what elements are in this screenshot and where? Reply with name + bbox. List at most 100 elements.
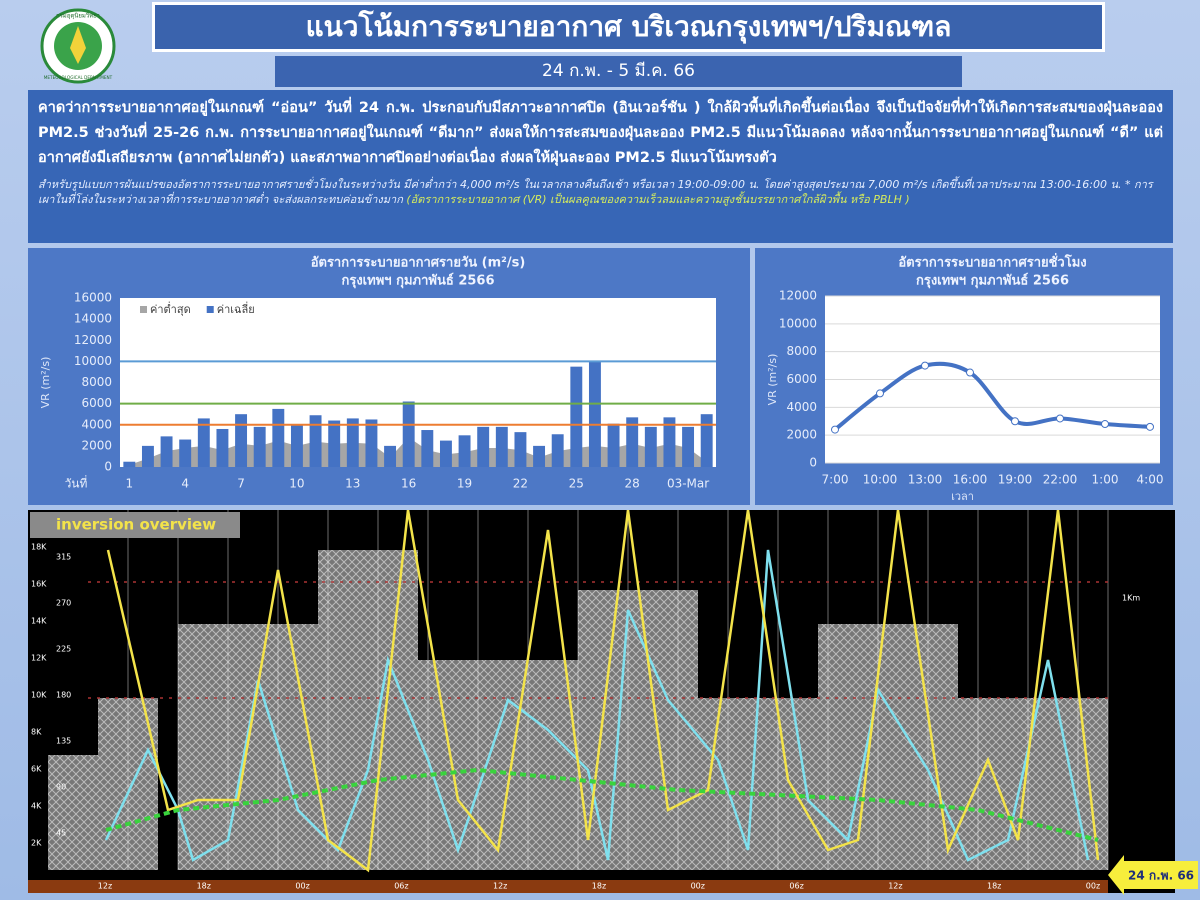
y-tick-label: 6000	[786, 372, 817, 386]
height-label: 8K	[31, 728, 42, 737]
y-tick-label: 8000	[786, 344, 817, 358]
x-tick-label: 16:00	[953, 473, 988, 487]
time-label: 00z	[295, 882, 309, 891]
x-tick-label: 1	[125, 477, 133, 491]
time-strip	[28, 880, 1108, 893]
legend-label: ค่าต่ำสุด	[150, 301, 191, 316]
description-note: สำหรับรูปแบบการผันแปรของอัตราการระบายอาก…	[38, 177, 1163, 207]
point	[966, 368, 974, 377]
bar	[216, 428, 229, 467]
level-label: 1Km	[1122, 594, 1140, 603]
bar	[365, 419, 378, 467]
x-tick-label: 28	[625, 477, 640, 491]
x-axis-label: วันที่	[65, 475, 88, 491]
x-tick-label: 10	[289, 477, 304, 491]
bar	[551, 434, 564, 467]
height-label: 10K	[31, 691, 47, 700]
bar	[439, 440, 452, 467]
bar	[663, 417, 676, 467]
x-tick-label: 7:00	[822, 473, 849, 487]
inversion-label: inversion overview	[56, 516, 216, 534]
bar	[458, 435, 471, 467]
x-tick-label: 22:00	[1043, 473, 1078, 487]
bar	[588, 361, 601, 467]
bar	[272, 408, 285, 467]
bar	[607, 423, 620, 467]
bar	[644, 426, 657, 467]
y-axis-label: VR (m²/s)	[39, 357, 52, 409]
time-label: 06z	[789, 882, 803, 891]
bar	[328, 420, 341, 467]
y-tick-label: 2000	[786, 428, 817, 442]
decor-line	[105, 767, 1099, 842]
angle-label: 225	[56, 645, 71, 654]
time-label: 12z	[888, 882, 902, 891]
chart-subtitle: กรุงเทพฯ กุมภาพันธ์ 2566	[341, 273, 494, 289]
legend-swatch	[140, 306, 147, 313]
x-tick-label: 03-Mar	[667, 477, 709, 491]
y-tick-label: 16000	[74, 291, 112, 305]
y-tick-label: 2000	[81, 438, 112, 452]
bar	[179, 439, 192, 467]
bar	[533, 445, 546, 467]
point	[1101, 420, 1109, 429]
bar	[160, 436, 173, 467]
time-label: 12z	[493, 882, 507, 891]
y-tick-label: 4000	[786, 400, 817, 414]
y-tick-label: 10000	[74, 354, 112, 368]
decor-line	[106, 510, 1100, 873]
line	[833, 361, 1151, 432]
bar	[495, 426, 508, 467]
angle-label: 270	[56, 599, 71, 608]
bar	[384, 445, 397, 467]
height-label: 12K	[31, 654, 47, 663]
bar	[290, 424, 303, 467]
angle-label: 135	[56, 737, 71, 746]
x-tick-label: 1:00	[1092, 473, 1119, 487]
note-text: สำหรับรูปแบบการผันแปรของอัตราการระบายอาก…	[38, 178, 1153, 206]
y-axis-label: VR (m²/s)	[766, 354, 779, 406]
chart-title: อัตราการระบายอากาศรายชั่วโมง	[898, 253, 1086, 271]
bar	[235, 414, 248, 467]
inversion-panel: inversion overview 1Km 18K 16K 14K 12K 10K 8K…	[28, 510, 1175, 893]
logo-thai: กรมอุตุนิยมวิทยา	[56, 13, 100, 20]
angle-label: 45	[56, 829, 66, 838]
y-tick-label: 12000	[74, 333, 112, 347]
x-tick-label: 19:00	[998, 473, 1033, 487]
chart-subtitle: กรุงเทพฯ กุมภาพันธ์ 2566	[916, 273, 1069, 289]
y-tick-label: 6000	[81, 396, 112, 410]
x-tick-label: 13:00	[908, 473, 943, 487]
bar	[402, 401, 415, 467]
x-tick-label: 4	[181, 477, 189, 491]
point	[876, 389, 884, 398]
arrow	[1108, 855, 1198, 895]
height-label: 6K	[31, 765, 42, 774]
bar	[123, 461, 136, 467]
time-label: 18z	[592, 882, 606, 891]
time-label: 06z	[394, 882, 408, 891]
bar	[570, 366, 583, 467]
x-tick-label: 19	[457, 477, 472, 491]
height-label: 16K	[31, 580, 47, 589]
time-label: 12z	[98, 882, 112, 891]
date-tag: 24 ก.พ. 66	[1108, 855, 1198, 895]
angle-label: 180	[56, 691, 71, 700]
y-tick-label: 12000	[779, 289, 817, 303]
x-tick-label: 25	[569, 477, 584, 491]
logo-text: METEOROLOGICAL DEPARTMENT	[44, 75, 113, 80]
x-tick-label: 13	[345, 477, 360, 491]
point	[1011, 417, 1019, 426]
logo: กรมอุตุนิยมวิทยา METEOROLOGICAL DEPARTME…	[40, 8, 116, 84]
bar	[626, 417, 639, 467]
chart-title: อัตราการระบายอากาศรายวัน (m²/s)	[311, 256, 526, 271]
height-label: 4K	[31, 802, 42, 811]
x-tick-label: 22	[513, 477, 528, 491]
time-label: 00z	[691, 882, 705, 891]
bar	[421, 430, 434, 467]
time-label: 18z	[987, 882, 1001, 891]
angle-label: 90	[56, 783, 66, 792]
daily-chart: อัตราการระบายอากาศรายวัน (m²/s) กรุงเทพฯ …	[28, 248, 750, 505]
label-box	[30, 512, 240, 538]
date-range: 24 ก.พ. - 5 มี.ค. 66	[275, 56, 962, 87]
